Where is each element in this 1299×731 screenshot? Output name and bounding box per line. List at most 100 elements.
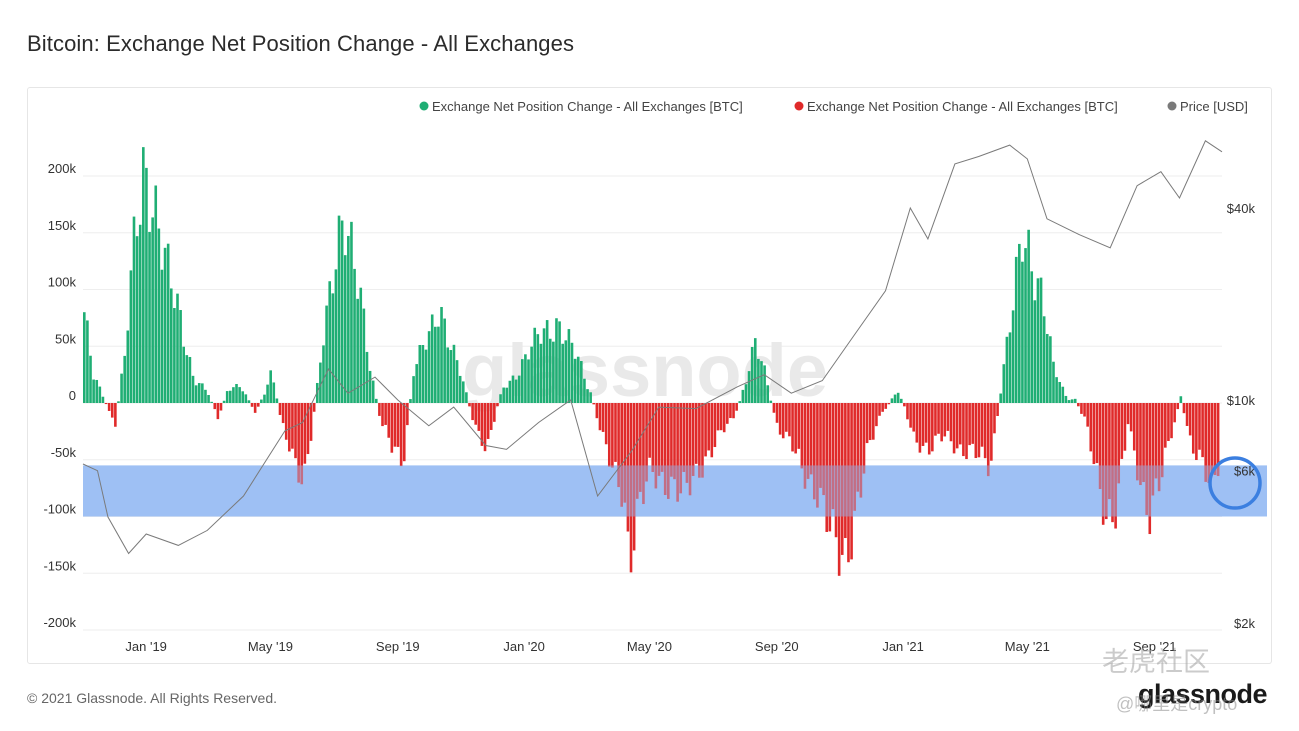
author-watermark: @哪里是crypto <box>1116 694 1238 714</box>
net-position-bar <box>238 387 241 403</box>
net-position-bar <box>145 167 148 403</box>
net-position-bar <box>474 403 478 425</box>
net-position-bar <box>142 147 145 403</box>
net-position-bar <box>586 389 589 403</box>
net-position-bar <box>1101 403 1105 525</box>
price-line <box>82 140 1223 555</box>
net-position-bar <box>884 403 888 409</box>
net-position-bar <box>1098 403 1102 490</box>
net-position-bar <box>545 320 549 403</box>
net-position-bar <box>887 403 891 405</box>
net-position-bar <box>1067 400 1071 403</box>
net-position-bar <box>809 403 813 475</box>
net-position-bar <box>1027 229 1030 403</box>
net-position-bar <box>890 398 894 403</box>
net-position-bar <box>589 392 592 403</box>
net-position-bar <box>806 403 810 479</box>
net-position-bar <box>483 403 487 452</box>
net-position-bar <box>726 403 729 424</box>
net-position-bar <box>434 326 437 403</box>
x-tick-label: May '21 <box>1005 639 1050 654</box>
net-position-bar <box>154 185 158 403</box>
net-position-bar <box>875 403 878 427</box>
net-position-bar <box>564 340 568 403</box>
net-position-bar <box>614 403 617 462</box>
net-position-bar <box>284 403 288 440</box>
net-position-bar <box>458 375 462 403</box>
y-right-tick-label: $6k <box>1234 464 1255 479</box>
net-position-bar <box>1111 403 1114 523</box>
net-position-bar <box>511 375 515 403</box>
net-position-bar <box>977 403 981 458</box>
net-position-bar <box>1173 403 1176 423</box>
net-position-bar <box>921 403 925 446</box>
net-position-bar <box>1052 361 1055 403</box>
net-position-bar <box>1089 403 1093 452</box>
net-position-bar <box>1055 377 1058 403</box>
y-tick-label: 200k <box>48 161 77 176</box>
net-position-bar <box>980 403 984 447</box>
x-axis-ticks: Jan '19 May '19 Sep '19 Jan '20 May '20 Sep '… <box>125 639 1176 654</box>
net-position-bar <box>1136 403 1139 481</box>
net-position-bar <box>427 331 431 403</box>
net-position-bar <box>968 403 971 446</box>
net-position-bar <box>996 403 999 416</box>
net-position-bar <box>1070 399 1074 403</box>
net-position-bar <box>604 403 608 445</box>
net-position-bar <box>306 403 310 455</box>
net-position-bar <box>502 387 505 403</box>
net-position-bar <box>698 403 701 478</box>
net-position-bar <box>353 268 356 403</box>
net-position-bar <box>260 399 263 403</box>
net-position-bar <box>1198 403 1201 450</box>
net-position-bar <box>151 217 154 403</box>
net-position-bar <box>595 403 599 419</box>
net-position-bar <box>679 403 683 494</box>
net-position-bar <box>639 403 642 492</box>
net-position-bar <box>682 403 686 472</box>
net-position-bar <box>1002 364 1006 403</box>
legend-marker <box>1167 101 1177 111</box>
y-tick-label: 0 <box>69 388 76 403</box>
net-position-bar <box>629 403 633 573</box>
net-position-bar <box>465 392 468 403</box>
net-position-bar <box>493 403 496 422</box>
chart-frame <box>27 87 1272 664</box>
net-position-bar <box>129 270 133 403</box>
highlight-band-overlay <box>83 465 1267 517</box>
net-position-bar <box>173 308 176 403</box>
net-position-bar <box>101 396 105 403</box>
x-tick-label: May '20 <box>627 639 672 654</box>
net-position-bar <box>505 387 509 403</box>
net-position-bar <box>1185 403 1189 426</box>
net-position-bar <box>169 288 173 403</box>
net-position-bar <box>126 330 130 403</box>
net-position-bar <box>197 383 201 403</box>
net-position-bar <box>958 403 962 445</box>
net-position-bar <box>347 235 350 403</box>
net-position-bar <box>110 403 114 418</box>
net-position-bar <box>123 355 126 403</box>
net-position-bar <box>176 293 179 403</box>
net-position-bar <box>719 403 723 431</box>
net-position-bar <box>266 384 269 403</box>
net-position-bar <box>204 389 207 403</box>
net-position-bar <box>772 403 776 413</box>
net-position-bar <box>918 403 922 453</box>
net-position-bar <box>421 345 425 403</box>
legend-label: Price [USD] <box>1180 99 1248 114</box>
net-position-bar <box>194 385 198 403</box>
net-position-bar <box>443 318 446 403</box>
net-position-bar <box>673 403 676 480</box>
net-position-bar <box>225 391 229 403</box>
net-position-bar <box>974 403 978 459</box>
net-position-bar <box>430 314 434 403</box>
net-position-bar <box>104 403 108 405</box>
net-position-bar <box>182 346 186 403</box>
net-position-bar <box>325 305 328 403</box>
community-watermark: 老虎社区 <box>1102 647 1210 677</box>
net-position-bar <box>651 403 655 472</box>
net-position-bar <box>704 403 707 457</box>
net-position-bar <box>778 403 782 435</box>
